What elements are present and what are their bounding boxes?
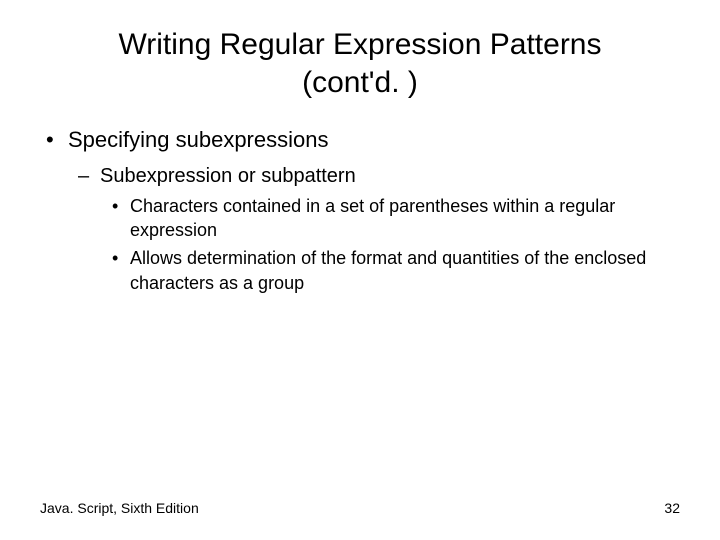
list-item: Characters contained in a set of parenth… — [100, 194, 680, 243]
title-line-2: (cont'd. ) — [302, 66, 418, 99]
slide-container: Writing Regular Expression Patterns (con… — [0, 0, 720, 540]
bullet-list-level3: Characters contained in a set of parenth… — [100, 194, 680, 295]
bullet-text: Specifying subexpressions — [68, 127, 328, 152]
bullet-text: Subexpression or subpattern — [100, 165, 356, 187]
list-item: Specifying subexpressions Subexpression … — [40, 125, 680, 295]
list-item: Allows determination of the format and q… — [100, 246, 680, 295]
page-number: 32 — [664, 500, 680, 516]
slide-title: Writing Regular Expression Patterns (con… — [40, 26, 680, 101]
bullet-list-level2: Subexpression or subpattern Characters c… — [68, 162, 680, 295]
bullet-text: Characters contained in a set of parenth… — [130, 196, 615, 240]
bullet-text: Allows determination of the format and q… — [130, 248, 646, 292]
list-item: Subexpression or subpattern Characters c… — [68, 162, 680, 295]
title-line-1: Writing Regular Expression Patterns — [119, 28, 602, 61]
bullet-list-level1: Specifying subexpressions Subexpression … — [40, 125, 680, 295]
footer-source: Java. Script, Sixth Edition — [40, 500, 199, 516]
